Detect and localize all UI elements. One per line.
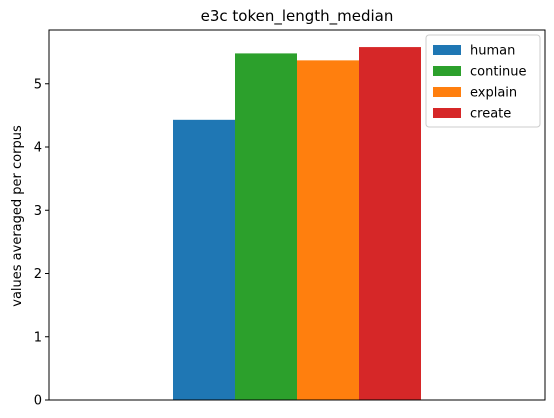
- legend-label-create: create: [470, 107, 511, 122]
- legend-label-continue: continue: [470, 65, 527, 80]
- legend-label-explain: explain: [470, 86, 517, 101]
- y-tick-label-2: 2: [34, 267, 42, 282]
- legend-swatch-create: [433, 108, 461, 118]
- chart-title: e3c token_length_median: [201, 7, 394, 26]
- legend-swatch-human: [433, 45, 461, 55]
- y-tick-label-3: 3: [34, 204, 42, 219]
- legend-swatch-explain: [433, 87, 461, 97]
- bar-human: [173, 119, 235, 401]
- axes-layer: 0 1 2 3 4 5: [34, 29, 546, 409]
- y-axis-label: values averaged per corpus: [10, 125, 25, 307]
- legend: human continue explain create: [425, 34, 541, 128]
- legend-label-human: human: [470, 44, 515, 59]
- bar-explain: [297, 60, 359, 400]
- bars-layer: [173, 47, 421, 401]
- y-tick-label-4: 4: [34, 141, 42, 156]
- y-tick-label-5: 5: [34, 77, 42, 92]
- legend-swatch-continue: [433, 66, 461, 76]
- y-tick-label-1: 1: [34, 330, 42, 345]
- plot-frame: [48, 29, 546, 401]
- bar-create: [359, 47, 421, 400]
- y-tick-label-0: 0: [34, 394, 42, 409]
- legend-frame: [425, 34, 541, 128]
- bar-continue: [235, 53, 297, 401]
